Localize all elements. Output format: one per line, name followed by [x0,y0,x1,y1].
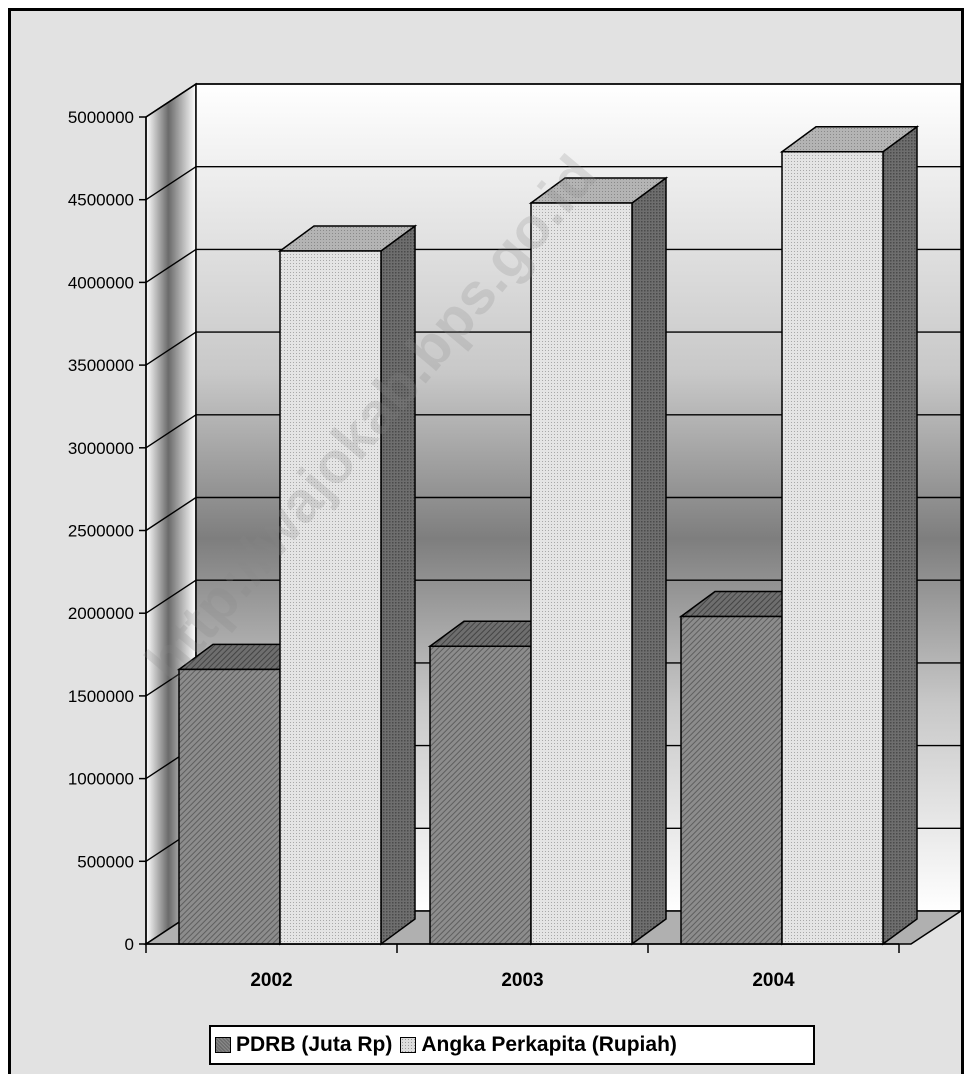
legend-label-pdrb: PDRB (Juta Rp) [236,1033,393,1056]
legend-item-perkapita: Angka Perkapita (Rupiah) [400,1033,677,1057]
y-tick-label: 2500000 [68,522,134,541]
bar-front [178,668,281,945]
y-tick-label: 0 [125,935,134,954]
bar-front [680,615,783,945]
bar-angka-perkapita-rupiah-2004 [779,125,920,946]
legend-swatch-pdrb [215,1037,231,1053]
y-tick-label: 5000000 [68,108,134,127]
legend-swatch-perkapita [400,1037,417,1053]
bar-angka-perkapita-rupiah-2002 [277,224,418,946]
y-tick-label: 3500000 [68,356,134,375]
gridline-side [145,331,197,366]
x-category-label: 2004 [752,970,795,991]
bar-chart-3d: 0 500000 1000000 1500000 2000000 2500000 30000… [68,82,961,991]
y-tick-label: 2000000 [68,604,134,623]
gridline-side [145,166,197,201]
y-tick-label: 3000000 [68,439,134,458]
gridline-side [145,579,197,614]
y-tick-label: 4500000 [68,191,134,210]
bar-angka-perkapita-rupiah-2003 [528,176,669,946]
y-tick-label: 1000000 [68,770,134,789]
x-category-label: 2003 [501,970,543,991]
bar-front [279,250,382,945]
bar-side [882,125,918,946]
chart-frame: 0 500000 1000000 1500000 2000000 2500000 30000… [8,8,964,1074]
bar-front [429,645,532,945]
bar-side [631,176,667,946]
legend-item-pdrb: PDRB (Juta Rp) [215,1033,392,1057]
gridline-side [145,248,197,283]
y-tick-label: 4000000 [68,273,134,292]
legend: PDRB (Juta Rp) Angka Perkapita (Rupiah) [209,1025,815,1065]
y-tick-label: 500000 [77,852,134,871]
y-tick-label: 1500000 [68,687,134,706]
legend-label-perkapita: Angka Perkapita (Rupiah) [421,1033,677,1056]
gridline-side [145,83,197,118]
bar-front [530,202,633,945]
gridline-side [145,496,197,532]
bar-front [781,150,884,945]
x-category-label: 2002 [250,970,292,991]
gridline-side [145,414,197,449]
